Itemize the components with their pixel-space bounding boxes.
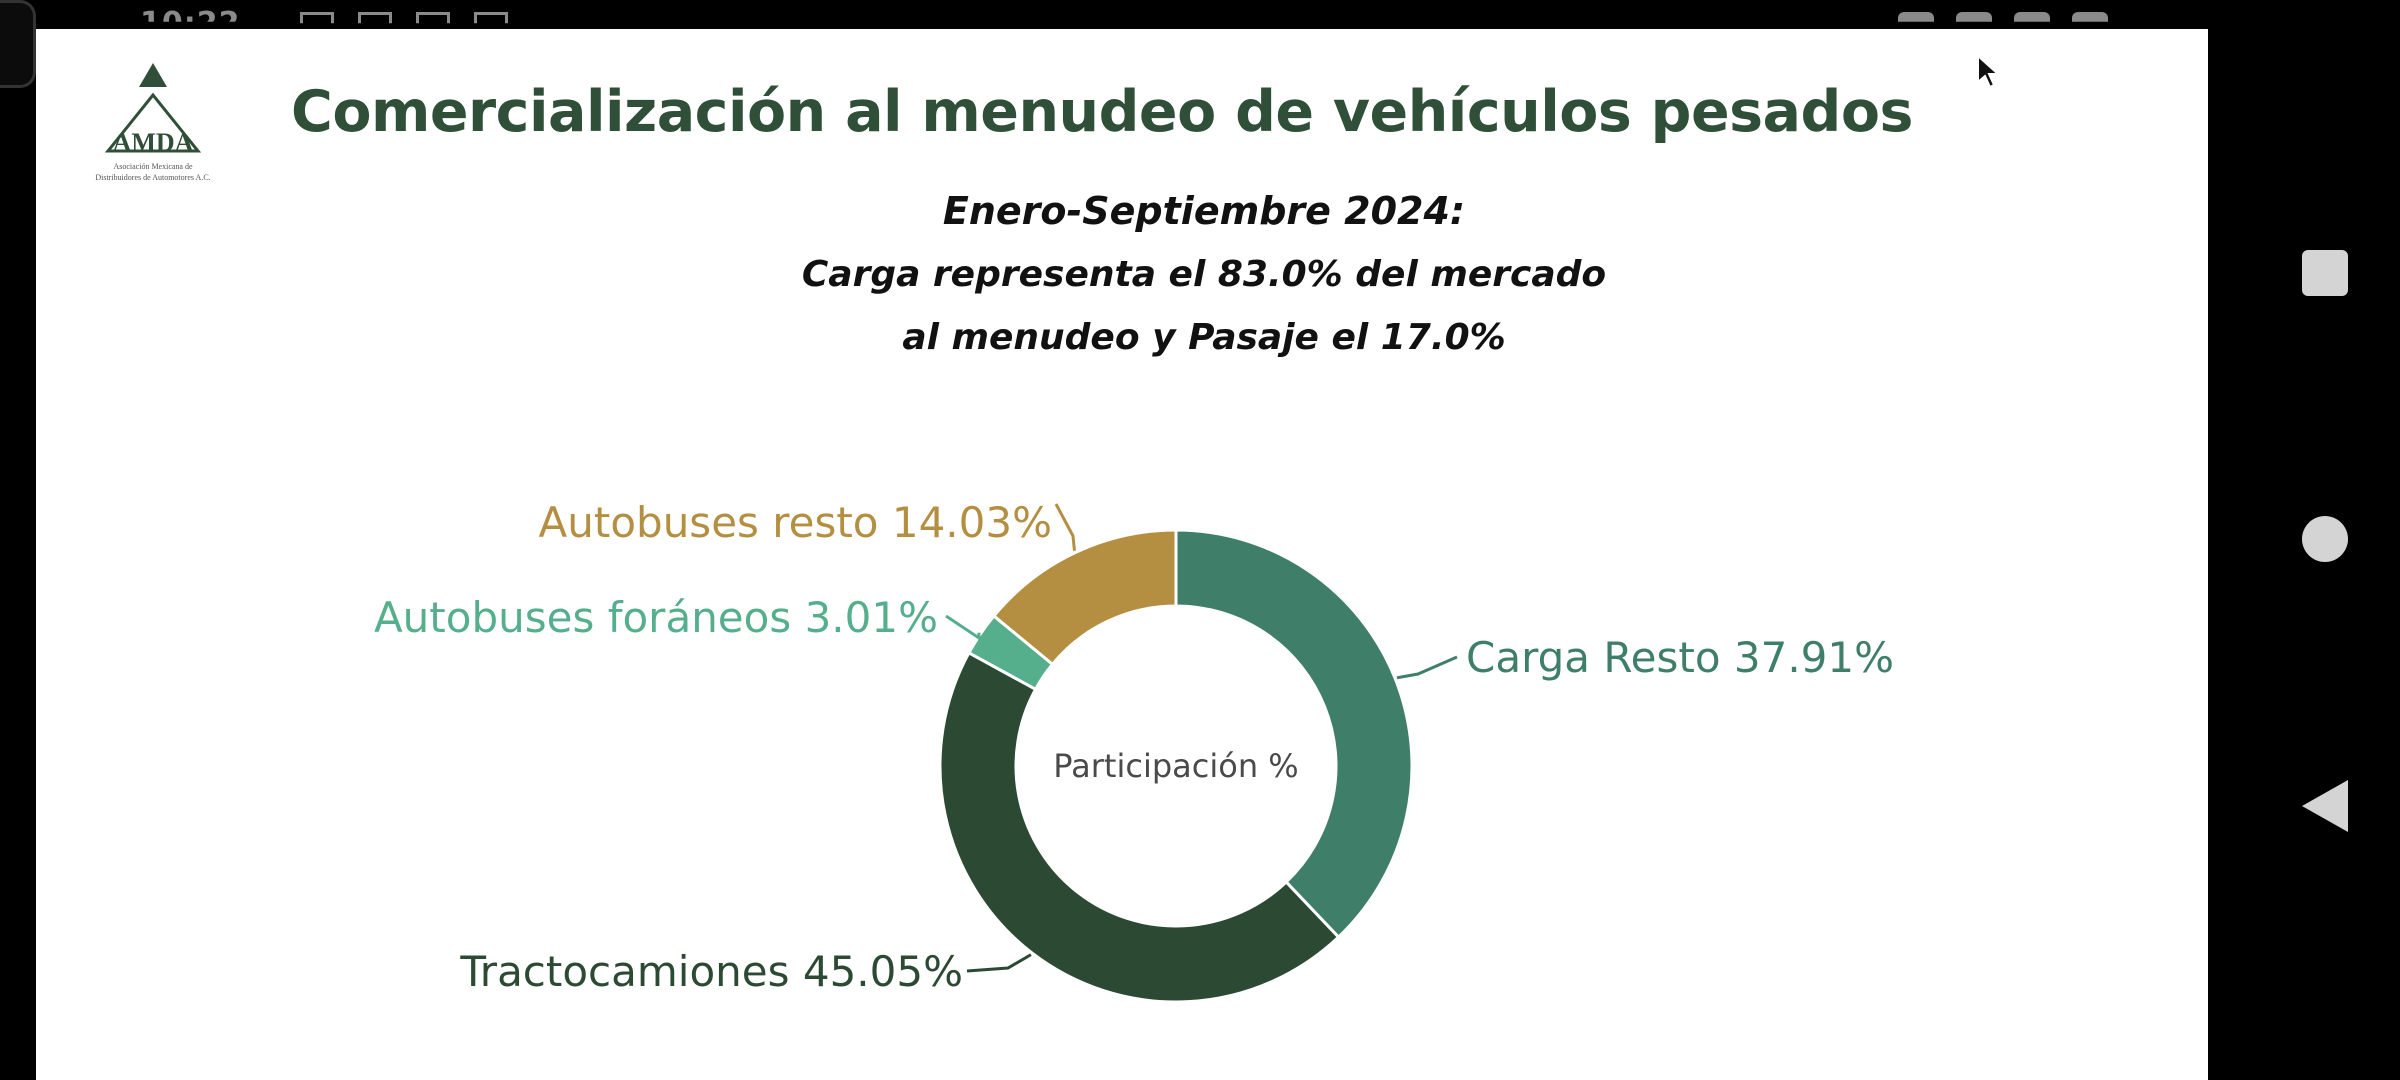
slice-label-autobuses-foraneos: Autobuses foráneos 3.01% (374, 593, 938, 642)
logo-subtitle-line2: Distribuidores de Automotores A.C. (95, 173, 210, 182)
logo-mountain-icon (139, 63, 167, 87)
label-leader-lines (945, 503, 1458, 973)
recents-icon[interactable] (2302, 250, 2348, 296)
back-icon[interactable] (2302, 780, 2348, 832)
home-icon[interactable] (2302, 516, 2348, 562)
edge-panel-handle[interactable] (0, 0, 36, 88)
donut-center-label: Participación % (1053, 747, 1298, 785)
status-notification-icons (300, 12, 508, 40)
slice-label-carga-resto: Carga Resto 37.91% (1466, 633, 1894, 682)
slice-label-tractocamiones: Tractocamiones 45.05% (459, 947, 963, 996)
leader-line-carga-resto (1396, 655, 1458, 680)
slide-title: Comercialización al menudeo de vehículos… (291, 79, 1913, 145)
wifi-icon (1956, 12, 1992, 22)
signal-icon (2014, 12, 2050, 22)
donut-slices (938, 528, 1414, 1004)
slide-subtitle-period: Enero-Septiembre 2024: (942, 189, 1466, 233)
amda-logo: AMDA Asociación Mexicana de Distribuidor… (95, 63, 211, 182)
status-system-icons (1898, 12, 2108, 40)
x-notification-icon (474, 12, 508, 24)
mouse-cursor-icon (1977, 54, 2000, 89)
status-bar: 10:22 (0, 0, 2400, 36)
leader-line-tractocamiones (966, 953, 1032, 973)
message-notification-icon (416, 12, 450, 24)
mail-notification-icon (358, 12, 392, 24)
status-time: 10:22 (140, 6, 241, 41)
donut-chart: Carga Resto 37.91% Tractocamiones 45.05% A… (374, 498, 1894, 1004)
leader-line-autobuses-resto (1054, 503, 1076, 551)
leader-line-autobuses-foraneos (945, 614, 981, 641)
donut-slice-carga-resto (1174, 528, 1414, 940)
slide-subtitle-carga: Carga representa el 83.0% del mercado (801, 254, 1607, 295)
battery-icon (2072, 12, 2108, 22)
slice-labels: Carga Resto 37.91% Tractocamiones 45.05% A… (374, 498, 1894, 996)
image-notification-icon (300, 12, 334, 24)
presentation-slide: AMDA Asociación Mexicana de Distribuidor… (36, 29, 2208, 1080)
slice-label-autobuses-resto: Autobuses resto 14.03% (539, 498, 1052, 547)
donut-slice-autobuses-resto (991, 528, 1178, 667)
slide-subtitle-pasaje: al menudeo y Pasaje el 17.0% (902, 317, 1506, 358)
logo-text: AMDA (113, 128, 194, 157)
donut-slice-tractocamiones (938, 650, 1341, 1004)
logo-subtitle-line1: Asociación Mexicana de (113, 162, 193, 171)
volte-icon (1898, 12, 1934, 22)
